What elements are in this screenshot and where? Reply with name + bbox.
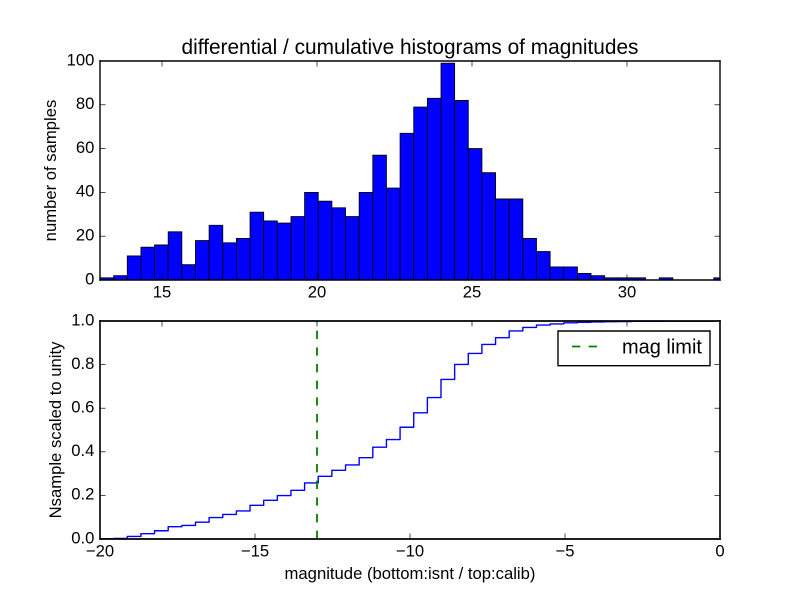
svg-text:−10: −10 <box>396 542 424 561</box>
svg-text:−5: −5 <box>555 542 574 561</box>
svg-text:60: 60 <box>76 138 95 157</box>
svg-text:differential / cumulative hist: differential / cumulative histograms of … <box>182 36 639 59</box>
svg-text:40: 40 <box>76 182 95 201</box>
svg-text:1.0: 1.0 <box>71 310 94 329</box>
svg-text:−15: −15 <box>241 542 269 561</box>
svg-text:0.8: 0.8 <box>71 354 94 373</box>
svg-text:20: 20 <box>76 226 95 245</box>
svg-text:0.0: 0.0 <box>71 528 94 547</box>
svg-text:0: 0 <box>715 542 724 561</box>
svg-text:80: 80 <box>76 94 95 113</box>
svg-text:0.6: 0.6 <box>71 398 94 417</box>
svg-text:15: 15 <box>153 283 172 302</box>
svg-text:Nsample scaled to unity: Nsample scaled to unity <box>46 341 65 518</box>
svg-text:30: 30 <box>618 283 637 302</box>
svg-text:mag limit: mag limit <box>622 336 702 358</box>
svg-text:number of samples: number of samples <box>41 100 60 242</box>
svg-text:100: 100 <box>67 50 95 69</box>
svg-text:0.2: 0.2 <box>71 485 94 504</box>
svg-text:20: 20 <box>308 283 327 302</box>
svg-text:magnitude (bottom:isnt / top:c: magnitude (bottom:isnt / top:calib) <box>285 564 536 583</box>
svg-text:0.4: 0.4 <box>71 441 94 460</box>
svg-text:25: 25 <box>463 283 482 302</box>
svg-text:0: 0 <box>85 269 94 288</box>
